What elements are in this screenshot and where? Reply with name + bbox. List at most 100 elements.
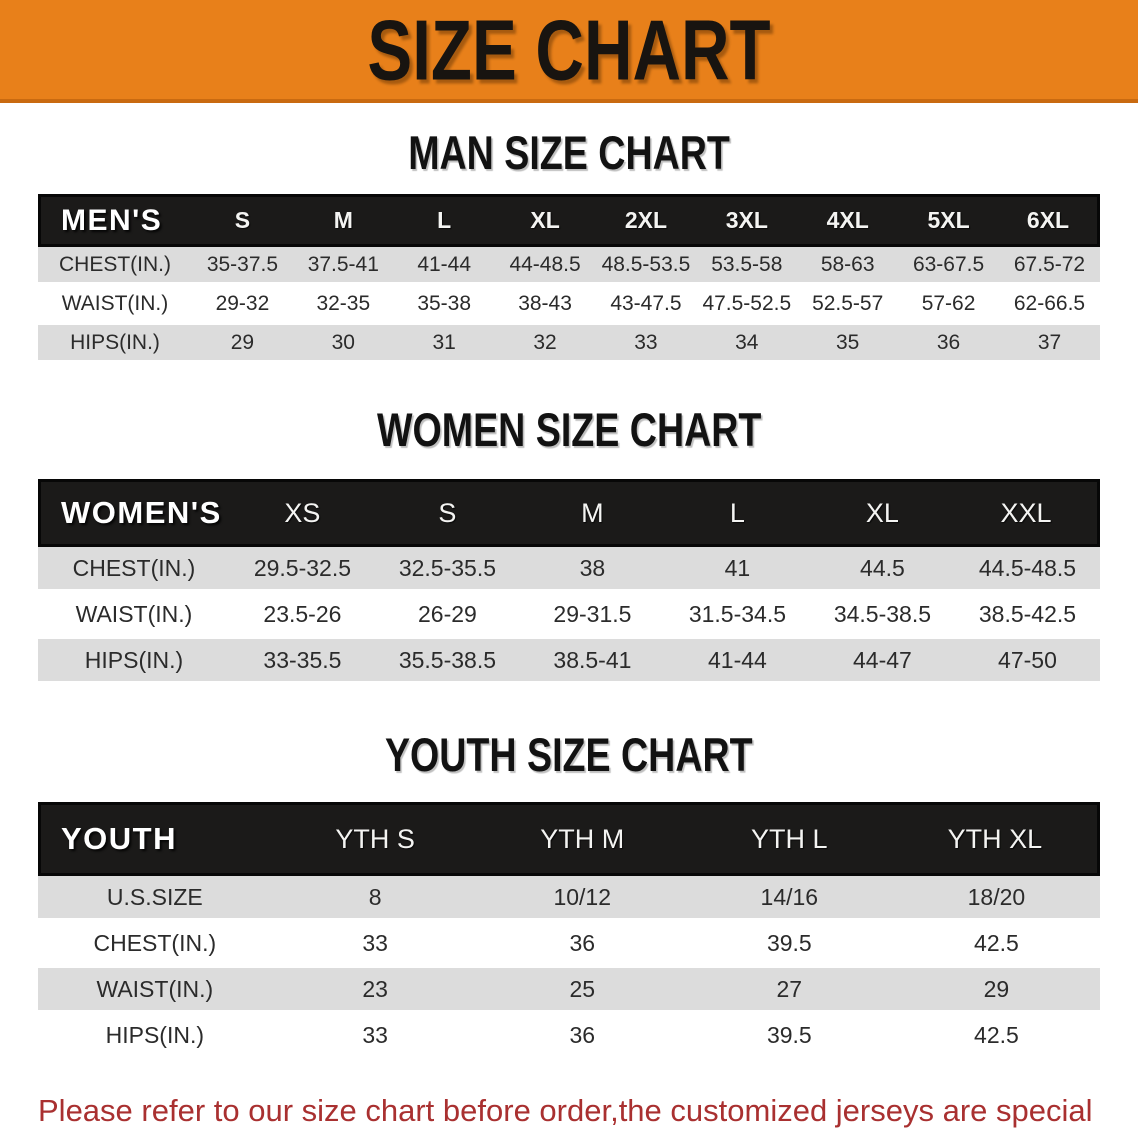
youth-size-column-header: YTH M xyxy=(478,802,686,876)
men-size-value-cell: 30 xyxy=(292,325,394,364)
youth-size-value-cell: 42.5 xyxy=(892,1014,1100,1060)
youth-group-label: YOUTH xyxy=(38,802,272,876)
women-size-value-cell: 32.5-35.5 xyxy=(374,547,520,593)
youth-size-value-cell: 33 xyxy=(271,1014,479,1060)
youth-size-section: YOUTH SIZE CHART YOUTH YTH S YTH M YTH L YTH … xyxy=(0,731,1138,1060)
banner: SIZE CHART xyxy=(0,0,1138,103)
men-size-column-header: 6XL xyxy=(999,194,1100,247)
women-size-column-header: XL xyxy=(809,479,955,547)
men-row-label: HIPS(IN.) xyxy=(38,325,192,364)
women-size-value-cell: 38 xyxy=(519,547,665,593)
youth-size-value-cell: 25 xyxy=(478,968,686,1014)
men-size-value-cell: 37 xyxy=(999,325,1100,364)
men-header-row: MEN'S S M L XL 2XL 3XL 4XL 5XL 6XL xyxy=(38,194,1100,247)
women-size-section: WOMEN SIZE CHART WOMEN'S XS S M L XL XXL CHEST(I… xyxy=(0,406,1138,685)
men-size-table: MEN'S S M L XL 2XL 3XL 4XL 5XL 6XL CHEST(IN.) 35-37… xyxy=(38,194,1100,364)
men-size-value-cell: 67.5-72 xyxy=(999,247,1100,286)
men-size-value-cell: 35-38 xyxy=(393,286,495,325)
women-size-value-cell: 44-47 xyxy=(809,639,955,685)
youth-table-row: WAIST(IN.) 23 25 27 29 xyxy=(38,968,1100,1014)
women-size-column-header: S xyxy=(374,479,520,547)
women-size-value-cell: 41 xyxy=(664,547,810,593)
women-size-column-header: XS xyxy=(229,479,375,547)
women-size-value-cell: 31.5-34.5 xyxy=(664,593,810,639)
men-size-column-header: 3XL xyxy=(696,194,798,247)
women-size-value-cell: 38.5-42.5 xyxy=(954,593,1100,639)
youth-size-value-cell: 27 xyxy=(685,968,893,1014)
men-heading: MAN SIZE CHART xyxy=(0,129,1138,176)
men-size-value-cell: 35 xyxy=(797,325,899,364)
men-size-column-header: 4XL xyxy=(797,194,899,247)
youth-size-value-cell: 23 xyxy=(271,968,479,1014)
men-size-value-cell: 43-47.5 xyxy=(595,286,697,325)
youth-size-value-cell: 39.5 xyxy=(685,1014,893,1060)
men-size-value-cell: 53.5-58 xyxy=(696,247,798,286)
men-size-value-cell: 63-67.5 xyxy=(898,247,999,286)
men-size-column-header: L xyxy=(393,194,495,247)
youth-row-label: CHEST(IN.) xyxy=(38,922,272,968)
men-size-value-cell: 29 xyxy=(192,325,293,364)
men-size-value-cell: 32 xyxy=(494,325,596,364)
women-size-value-cell: 29.5-32.5 xyxy=(229,547,375,593)
men-size-section: MAN SIZE CHART MEN'S S M L XL 2XL 3XL 4XL 5XL 6XL C… xyxy=(0,129,1138,364)
women-size-value-cell: 26-29 xyxy=(374,593,520,639)
men-size-value-cell: 35-37.5 xyxy=(192,247,293,286)
youth-size-column-header: YTH XL xyxy=(892,802,1100,876)
women-size-column-header: L xyxy=(664,479,810,547)
youth-table-row: CHEST(IN.) 33 36 39.5 42.5 xyxy=(38,922,1100,968)
men-size-value-cell: 29-32 xyxy=(192,286,293,325)
notice-line-1: Please refer to our size chart before or… xyxy=(38,1093,1093,1128)
women-heading-text: WOMEN SIZE CHART xyxy=(376,403,762,456)
women-group-label: WOMEN'S xyxy=(38,479,230,547)
youth-size-value-cell: 14/16 xyxy=(685,876,893,922)
women-heading: WOMEN SIZE CHART xyxy=(0,406,1138,453)
men-size-value-cell: 34 xyxy=(696,325,798,364)
women-table-row: CHEST(IN.) 29.5-32.5 32.5-35.5 38 41 44.5 44.5… xyxy=(38,547,1100,593)
youth-size-value-cell: 18/20 xyxy=(892,876,1100,922)
women-size-value-cell: 29-31.5 xyxy=(519,593,665,639)
men-size-value-cell: 38-43 xyxy=(494,286,596,325)
men-size-column-header: XL xyxy=(494,194,596,247)
women-size-table: WOMEN'S XS S M L XL XXL CHEST(IN.) 29.5-32.5 32.5… xyxy=(38,479,1100,685)
women-size-value-cell: 23.5-26 xyxy=(229,593,375,639)
women-size-value-cell: 44.5-48.5 xyxy=(954,547,1100,593)
men-group-label: MEN'S xyxy=(38,194,192,247)
women-size-value-cell: 41-44 xyxy=(664,639,810,685)
men-table-row: WAIST(IN.) 29-32 32-35 35-38 38-43 43-47.5 47.… xyxy=(38,286,1100,325)
women-size-value-cell: 35.5-38.5 xyxy=(374,639,520,685)
women-table-row: HIPS(IN.) 33-35.5 35.5-38.5 38.5-41 41-44 44-… xyxy=(38,639,1100,685)
youth-size-column-header: YTH S xyxy=(271,802,479,876)
women-size-column-header: M xyxy=(519,479,665,547)
men-size-value-cell: 58-63 xyxy=(797,247,899,286)
men-size-value-cell: 57-62 xyxy=(898,286,999,325)
youth-row-label: HIPS(IN.) xyxy=(38,1014,272,1060)
page-title: SIZE CHART xyxy=(367,1,771,98)
youth-size-value-cell: 33 xyxy=(271,922,479,968)
men-size-value-cell: 48.5-53.5 xyxy=(595,247,697,286)
men-size-value-cell: 41-44 xyxy=(393,247,495,286)
men-size-value-cell: 31 xyxy=(393,325,495,364)
women-size-value-cell: 44.5 xyxy=(809,547,955,593)
men-size-column-header: 5XL xyxy=(898,194,999,247)
footer-notice: Please refer to our size chart before or… xyxy=(0,1086,1138,1132)
youth-size-value-cell: 42.5 xyxy=(892,922,1100,968)
youth-heading: YOUTH SIZE CHART xyxy=(0,731,1138,778)
youth-heading-text: YOUTH SIZE CHART xyxy=(385,728,753,781)
youth-size-value-cell: 8 xyxy=(271,876,479,922)
men-size-value-cell: 36 xyxy=(898,325,999,364)
men-row-label: WAIST(IN.) xyxy=(38,286,192,325)
women-row-label: HIPS(IN.) xyxy=(38,639,230,685)
women-row-label: CHEST(IN.) xyxy=(38,547,230,593)
men-size-value-cell: 44-48.5 xyxy=(494,247,596,286)
youth-size-value-cell: 39.5 xyxy=(685,922,893,968)
women-size-value-cell: 33-35.5 xyxy=(229,639,375,685)
men-size-value-cell: 47.5-52.5 xyxy=(696,286,798,325)
youth-size-value-cell: 10/12 xyxy=(478,876,686,922)
men-heading-text: MAN SIZE CHART xyxy=(408,126,730,179)
women-size-value-cell: 38.5-41 xyxy=(519,639,665,685)
youth-row-label: U.S.SIZE xyxy=(38,876,272,922)
youth-size-value-cell: 36 xyxy=(478,922,686,968)
women-header-row: WOMEN'S XS S M L XL XXL xyxy=(38,479,1100,547)
men-row-label: CHEST(IN.) xyxy=(38,247,192,286)
